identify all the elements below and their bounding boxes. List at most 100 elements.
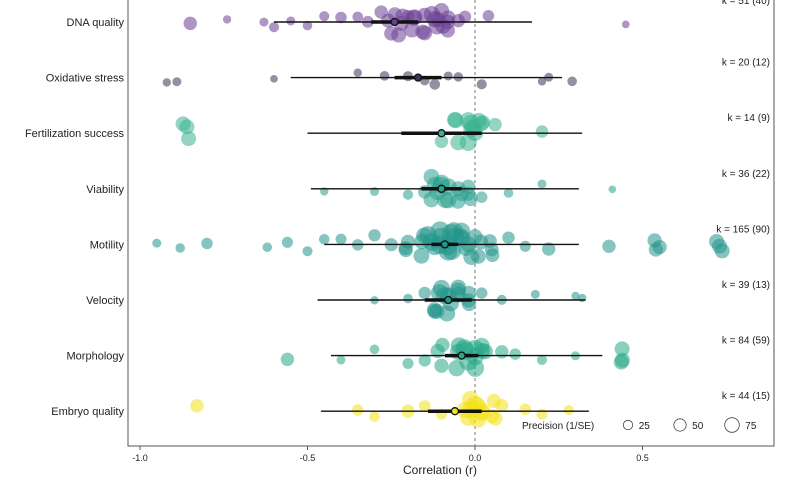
effect-size-point xyxy=(403,293,413,304)
legend-size-circle xyxy=(622,419,634,431)
effect-size-point xyxy=(391,27,407,43)
effect-size-point xyxy=(621,20,630,29)
effect-size-point xyxy=(519,403,531,416)
effect-size-point xyxy=(509,348,521,360)
effect-size-point xyxy=(268,22,280,33)
effect-size-point xyxy=(447,111,463,128)
effect-size-point xyxy=(418,400,431,413)
x-tick-label: -1.0 xyxy=(132,453,148,463)
effect-size-point xyxy=(519,240,531,252)
k-label: k = 20 (12) xyxy=(722,58,770,69)
point-estimate xyxy=(457,351,466,360)
point-estimate xyxy=(450,407,460,416)
group-row: Fertilization success k = 14 (9) xyxy=(25,111,770,152)
effect-size-point xyxy=(262,242,273,252)
effect-size-point xyxy=(458,10,472,24)
k-label: k = 36 (22) xyxy=(722,169,770,180)
group-row: Velocity k = 39 (13) xyxy=(86,279,770,322)
effect-size-point xyxy=(353,68,362,77)
group-label: Oxidative stress xyxy=(46,73,125,85)
effect-size-point xyxy=(450,193,466,209)
legend: Precision (1/SE) 25 50 75 xyxy=(522,417,757,433)
effect-size-point xyxy=(647,233,662,248)
x-tick-label: -0.5 xyxy=(300,453,316,463)
effect-size-point xyxy=(415,24,431,40)
effect-size-point xyxy=(608,185,617,194)
legend-size-circle xyxy=(724,417,740,433)
effect-size-point xyxy=(379,71,390,81)
effect-size-point xyxy=(152,238,162,248)
group-label: Morphology xyxy=(67,351,125,363)
point-estimate xyxy=(437,129,446,138)
effect-size-point xyxy=(443,71,453,81)
group-row: Embryo quality k = 44 (15) xyxy=(51,390,770,428)
effect-size-point xyxy=(181,130,197,147)
group-label: Fertilization success xyxy=(25,128,125,140)
effect-size-point xyxy=(463,191,478,207)
point-estimate xyxy=(413,73,423,82)
effect-size-point xyxy=(485,248,500,262)
effect-size-point xyxy=(434,134,449,149)
effect-size-point xyxy=(488,411,503,426)
group-label: DNA quality xyxy=(67,17,125,29)
effect-size-point xyxy=(440,23,455,38)
effect-size-point xyxy=(162,78,171,87)
effect-size-point xyxy=(369,411,380,422)
effect-size-point xyxy=(530,289,540,299)
effect-size-point xyxy=(418,354,431,367)
legend-size-label: 50 xyxy=(692,421,704,432)
legend-size-circle xyxy=(673,418,687,432)
effect-size-point xyxy=(614,341,630,357)
effect-size-point xyxy=(335,233,347,245)
legend-title: Precision (1/SE) xyxy=(522,421,594,432)
effect-size-point xyxy=(319,11,330,22)
effect-size-point xyxy=(426,302,442,318)
effect-size-point xyxy=(571,291,580,301)
effect-size-point xyxy=(352,404,364,416)
x-tick-label: 0.5 xyxy=(636,453,649,463)
group-label: Motility xyxy=(90,239,125,251)
k-label: k = 84 (59) xyxy=(722,336,770,347)
effect-size-point xyxy=(461,285,476,301)
effect-size-point xyxy=(536,354,548,366)
effect-size-point xyxy=(537,77,547,86)
effect-size-point xyxy=(259,17,269,27)
point-estimate xyxy=(444,295,453,305)
effect-size-point xyxy=(470,248,486,264)
k-label: k = 44 (15) xyxy=(722,391,770,402)
group-label: Velocity xyxy=(86,295,124,307)
effect-size-point xyxy=(368,229,381,242)
effect-size-point xyxy=(302,246,313,257)
point-estimate xyxy=(440,240,450,249)
effect-size-point xyxy=(172,77,182,87)
effect-size-point xyxy=(476,79,487,90)
effect-size-point xyxy=(467,229,483,245)
effect-size-point xyxy=(286,16,296,26)
group-row: Motility k = 165 (90) xyxy=(90,221,770,266)
group-row: Oxidative stress k = 20 (12) xyxy=(46,58,770,90)
effect-size-point xyxy=(398,243,413,258)
group-label: Viability xyxy=(86,184,124,196)
effect-size-point xyxy=(503,188,514,198)
group-row: DNA quality k = 51 (40) xyxy=(67,0,770,43)
effect-size-point xyxy=(336,355,346,365)
effect-size-point xyxy=(466,359,485,377)
effect-size-point xyxy=(413,247,430,264)
group-row: Viability k = 36 (22) xyxy=(86,169,770,209)
effect-size-point xyxy=(318,233,330,245)
point-estimate xyxy=(437,184,446,193)
effect-size-point xyxy=(175,116,191,132)
effect-size-point xyxy=(435,337,450,353)
k-label: k = 14 (9) xyxy=(727,113,770,124)
effect-size-point xyxy=(201,237,213,250)
effect-size-point xyxy=(453,72,464,82)
legend-size-label: 25 xyxy=(639,421,651,432)
effect-size-point xyxy=(183,16,197,31)
effect-size-point xyxy=(418,286,431,300)
effect-size-point xyxy=(613,354,629,370)
effect-size-point xyxy=(436,191,454,209)
effect-size-point xyxy=(536,408,548,420)
effect-size-point xyxy=(502,231,515,244)
effect-size-point xyxy=(335,11,347,24)
